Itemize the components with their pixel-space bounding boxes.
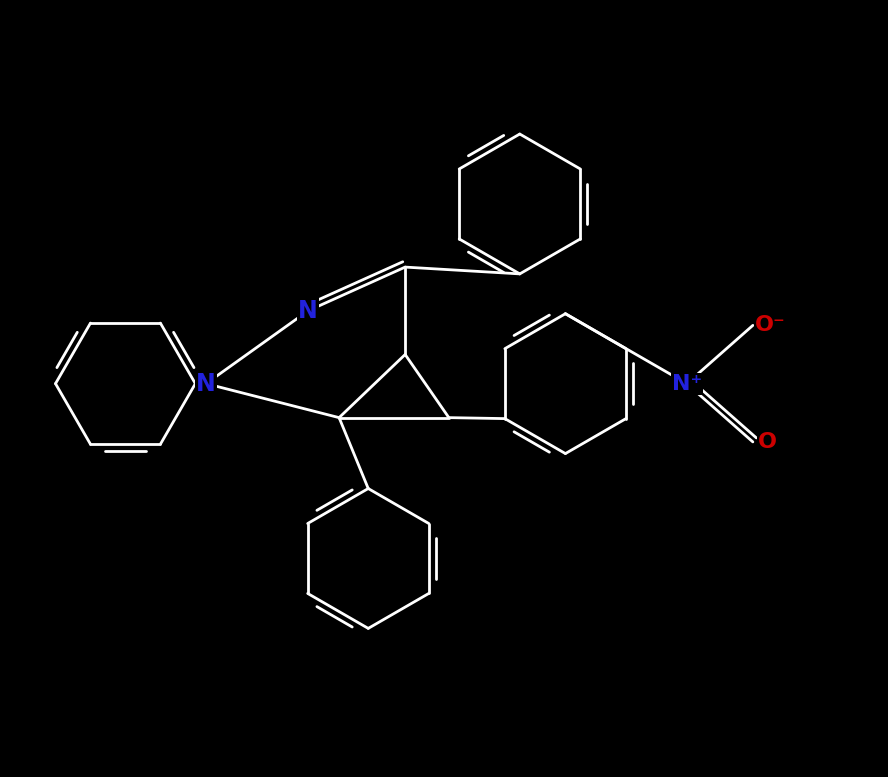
Text: N⁺: N⁺	[671, 374, 702, 394]
Text: N: N	[298, 299, 318, 322]
Text: O: O	[758, 432, 777, 452]
Text: N: N	[196, 371, 216, 395]
Text: O⁻: O⁻	[755, 315, 786, 336]
